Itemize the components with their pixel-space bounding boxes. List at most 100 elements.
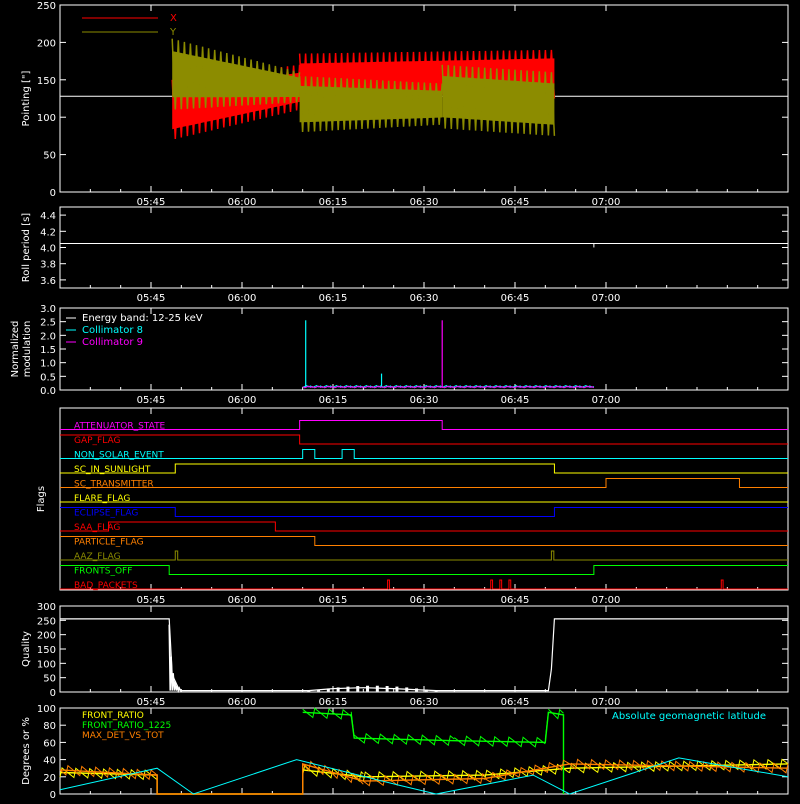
flag-trace-sc-in-sunlight: [60, 463, 788, 474]
panel-5-ytick-label: 200: [37, 631, 56, 642]
panel-1-ytick-label: 250: [37, 1, 56, 12]
legend-energy-band: Energy band: 12-25 keV: [82, 313, 203, 324]
flag-trace-sc-transmitter: [60, 478, 788, 488]
flag-trace-particle-flag: [60, 536, 788, 546]
legend-label-front-ratio: FRONT_RATIO: [82, 711, 144, 721]
panel-3-ytick-label: 2.5: [40, 318, 56, 329]
panel-3-xtick-label: 06:45: [501, 395, 530, 406]
panel-6-ytick-label: 60: [43, 738, 56, 749]
panel-5-ylabel: Quality: [21, 631, 32, 667]
legend-label-geomagnetic-latitude: Absolute geomagnetic latitude: [612, 711, 766, 722]
flag-label-non-solar-event: NON_SOLAR_EVENT: [74, 451, 164, 461]
panel-4-ylabel: Flags: [36, 486, 47, 512]
panel-5-xtick-label: 05:45: [137, 697, 166, 708]
panel-2-xtick-label: 07:00: [592, 293, 621, 304]
panel-3-xtick-label: 06:30: [410, 395, 439, 406]
pointing-y-oscillation: [298, 76, 443, 133]
panel-3-ytick-label: 2.0: [40, 331, 56, 342]
panel-5-xtick-label: 06:45: [501, 697, 530, 708]
legend-label-collimator: Collimator 8: [82, 325, 143, 336]
degrees-front-ratio-1225-line: [302, 711, 565, 794]
panel-4-xtick-label: 06:45: [501, 595, 530, 606]
legend-label-x: X: [170, 13, 177, 24]
panel-6-ytick-label: 0: [50, 790, 56, 800]
degrees-noise-trace: [302, 707, 564, 748]
panel-2-ylabel: Roll period [s]: [21, 213, 32, 282]
panel-2-ytick-label: 3.6: [40, 276, 56, 287]
flag-trace-bad-packets: [60, 579, 788, 590]
quality-decay-oscillation: [168, 624, 182, 694]
flag-label-eclipse-flag: ECLIPSE_FLAG: [74, 509, 138, 519]
panel-1-ylabel: Pointing ["]: [21, 70, 32, 126]
panel-2-ytick-label: 4.0: [40, 244, 56, 255]
panel-5-ytick-label: 50: [43, 674, 56, 685]
panel-3-ytick-label: 3.0: [40, 304, 56, 315]
panel-5-ytick-label: 0: [50, 688, 56, 699]
panel-2-xtick-label: 06:30: [410, 293, 439, 304]
panel-1-xtick-label: 06:45: [501, 197, 530, 208]
panel-3-ytick-label: 0.5: [40, 372, 56, 383]
panel-6-ytick-label: 100: [37, 704, 56, 715]
panel-5-ytick-label: 300: [37, 602, 56, 613]
panel-5-xtick-label: 06:00: [228, 697, 257, 708]
panel-2-frame: [59, 206, 789, 289]
flag-label-sc-in-sunlight: SC_IN_SUNLIGHT: [74, 465, 151, 475]
pointing-y-band-fill: [299, 85, 443, 123]
modulation-collimator-8-line: [302, 385, 595, 388]
panel-1-ytick-label: 150: [37, 76, 56, 87]
flag-trace-gap-flag: [60, 434, 788, 445]
panel-1-ytick-label: 50: [43, 151, 56, 162]
panel-2-ytick-label: 4.4: [40, 211, 56, 222]
panel-3-xtick-label: 06:15: [319, 395, 348, 406]
panel-6-ytick-label: 40: [43, 756, 56, 767]
legend-label-collimator: Collimator 9: [82, 337, 143, 348]
panel-1-ytick-label: 0: [50, 188, 56, 199]
degrees-absolute-geomagnetic-latitude-line: [59, 757, 789, 795]
flag-label-attenuator-state: ATTENUATOR_STATE: [74, 422, 166, 432]
legend-label-front-ratio-1225: FRONT_RATIO_1225: [82, 721, 171, 731]
panel-5-ytick-label: 250: [37, 616, 56, 627]
panel-6-ytick-label: 20: [43, 773, 56, 784]
flag-label-flare-flag: FLARE_FLAG: [74, 494, 130, 504]
flag-trace-non-solar-event: [60, 449, 788, 459]
panel-1-ytick-label: 200: [37, 38, 56, 49]
panel-4-xtick-label: 05:45: [137, 595, 166, 606]
panel-5-xtick-label: 06:30: [410, 697, 439, 708]
panel-1-xtick-label: 06:30: [410, 197, 439, 208]
pointing-y-oscillation: [171, 38, 301, 110]
panel-5-ytick-label: 100: [37, 659, 56, 670]
panel-2-xtick-label: 06:15: [319, 293, 348, 304]
flag-label-sc-transmitter: SC_TRANSMITTER: [74, 480, 154, 490]
panel-3-ytick-label: 1.5: [40, 345, 56, 356]
panel-1-xtick-label: 05:45: [137, 197, 166, 208]
legend-label-max-det-vs-tot: MAX_DET_VS_TOT: [82, 731, 164, 741]
flag-label-bad-packets: BAD_PACKETS: [74, 581, 138, 591]
panel-1-xtick-label: 07:00: [592, 197, 621, 208]
flag-trace-eclipse-flag: [60, 507, 788, 517]
panel-3-ytick-label: 1.0: [40, 359, 56, 370]
panel-3-ylabel: Normalizedmodulation: [10, 321, 33, 378]
flag-label-particle-flag: PARTICLE_FLAG: [74, 538, 144, 548]
panel-4-xtick-label: 06:00: [228, 595, 257, 606]
panel-6-ytick-label: 80: [43, 721, 56, 732]
pointing-y-oscillation: [441, 64, 556, 136]
flag-label-aaz-flag: AAZ_FLAG: [74, 552, 121, 562]
panel-1-ytick-label: 100: [37, 113, 56, 124]
panel-4-xtick-label: 06:30: [410, 595, 439, 606]
panel-2-xtick-label: 06:00: [228, 293, 257, 304]
panel-3-xtick-label: 05:45: [137, 395, 166, 406]
degrees-noise-trace: [59, 758, 789, 783]
pointing-x-oscillation: [171, 64, 301, 139]
panel-2-xtick-label: 06:45: [501, 293, 530, 304]
panel-2-ytick-label: 3.8: [40, 260, 56, 271]
panel-6-ylabel: Degrees or %: [21, 717, 32, 785]
flag-trace-attenuator-state: [60, 420, 788, 430]
flag-label-saa-flag: SAA_FLAG: [74, 523, 120, 533]
panel-3-xtick-label: 07:00: [592, 395, 621, 406]
flag-trace-aaz-flag: [60, 550, 788, 561]
legend-label-y: Y: [169, 27, 177, 38]
panel-1-xtick-label: 06:15: [319, 197, 348, 208]
panel-3-ytick-label: 0.0: [40, 386, 56, 397]
